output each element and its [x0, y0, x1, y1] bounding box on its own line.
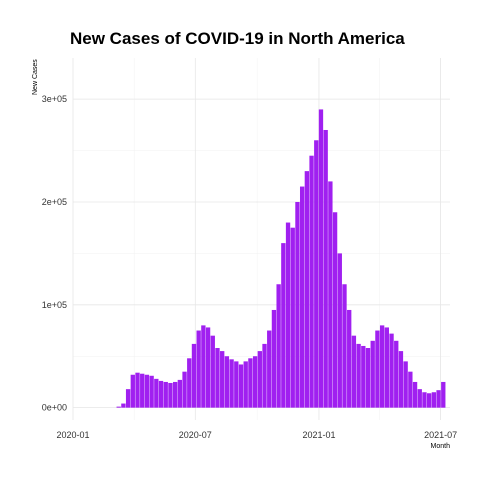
y-tick-label: 1e+05: [42, 300, 67, 310]
bar: [389, 333, 394, 408]
bar: [248, 358, 253, 408]
y-axis-title: New Cases: [32, 59, 39, 95]
bar: [379, 325, 385, 408]
bar: [398, 351, 404, 408]
y-tick-label: 2e+05: [42, 197, 67, 207]
bar: [408, 371, 413, 408]
x-tick-label: 2021-01: [302, 430, 335, 440]
bar: [318, 109, 324, 408]
bar: [295, 201, 300, 408]
bar: [422, 392, 427, 408]
bar: [172, 381, 178, 408]
bar: [285, 222, 291, 408]
bar: [441, 381, 446, 408]
bar: [144, 374, 150, 408]
x-tick-label: 2020-01: [56, 430, 89, 440]
bar: [135, 372, 140, 408]
bar: [436, 390, 441, 408]
x-tick-label: 2020-07: [179, 430, 212, 440]
bar: [417, 389, 422, 408]
bar: [229, 359, 234, 408]
bar: [281, 243, 286, 408]
bar: [328, 181, 333, 408]
bar: [182, 371, 187, 408]
bar: [220, 351, 225, 408]
bar: [337, 253, 342, 408]
bar: [299, 186, 305, 408]
y-tick-labels: 0e+00 1e+05 2e+05 3e+05: [42, 94, 67, 413]
bar: [252, 356, 258, 408]
bar: [403, 361, 408, 408]
bar: [384, 327, 389, 408]
bar: [427, 393, 432, 408]
bar: [177, 379, 183, 408]
x-tick-labels: 2020-01 2020-07 2021-01 2021-07: [56, 430, 457, 440]
bar: [238, 364, 244, 408]
bar: [304, 171, 310, 408]
bar: [375, 330, 380, 408]
bar: [262, 343, 267, 408]
bar: [215, 348, 220, 408]
bar: [154, 378, 159, 408]
bar: [201, 325, 206, 408]
bar: [356, 343, 361, 408]
y-tick-label: 0e+00: [42, 403, 67, 413]
chart-title: New Cases of COVID-19 in North America: [70, 29, 405, 48]
bar: [125, 389, 131, 408]
bar: [257, 351, 262, 408]
bar: [191, 343, 197, 408]
bar: [431, 392, 437, 408]
bar: [140, 373, 145, 408]
bar: [361, 345, 366, 408]
bar: [224, 356, 230, 408]
bar: [267, 330, 272, 408]
bar: [365, 348, 371, 408]
bar: [196, 330, 201, 408]
bar: [210, 335, 215, 408]
y-tick-label: 3e+05: [42, 94, 67, 104]
bar: [370, 340, 375, 408]
x-axis-title: Month: [431, 443, 451, 450]
bar: [163, 381, 168, 408]
bar: [314, 140, 319, 408]
bar: [234, 361, 239, 408]
bar: [149, 375, 154, 408]
bar: [309, 155, 314, 408]
bar: [158, 380, 164, 408]
bar: [116, 406, 121, 408]
x-tick-label: 2021-07: [424, 430, 457, 440]
bar: [412, 381, 418, 408]
bar: [332, 212, 338, 408]
bar: [121, 403, 126, 408]
bar: [342, 284, 347, 408]
bar: [187, 358, 192, 408]
bar: [130, 374, 135, 408]
bar: [394, 340, 399, 408]
bar: [351, 335, 357, 408]
bar: [276, 284, 281, 408]
bars: [116, 109, 446, 408]
bar: [243, 361, 248, 408]
bar: [205, 327, 211, 408]
bar: [347, 309, 352, 408]
bar: [271, 309, 277, 408]
bar: [290, 227, 295, 408]
bar: [168, 382, 173, 408]
bar: [323, 129, 328, 408]
